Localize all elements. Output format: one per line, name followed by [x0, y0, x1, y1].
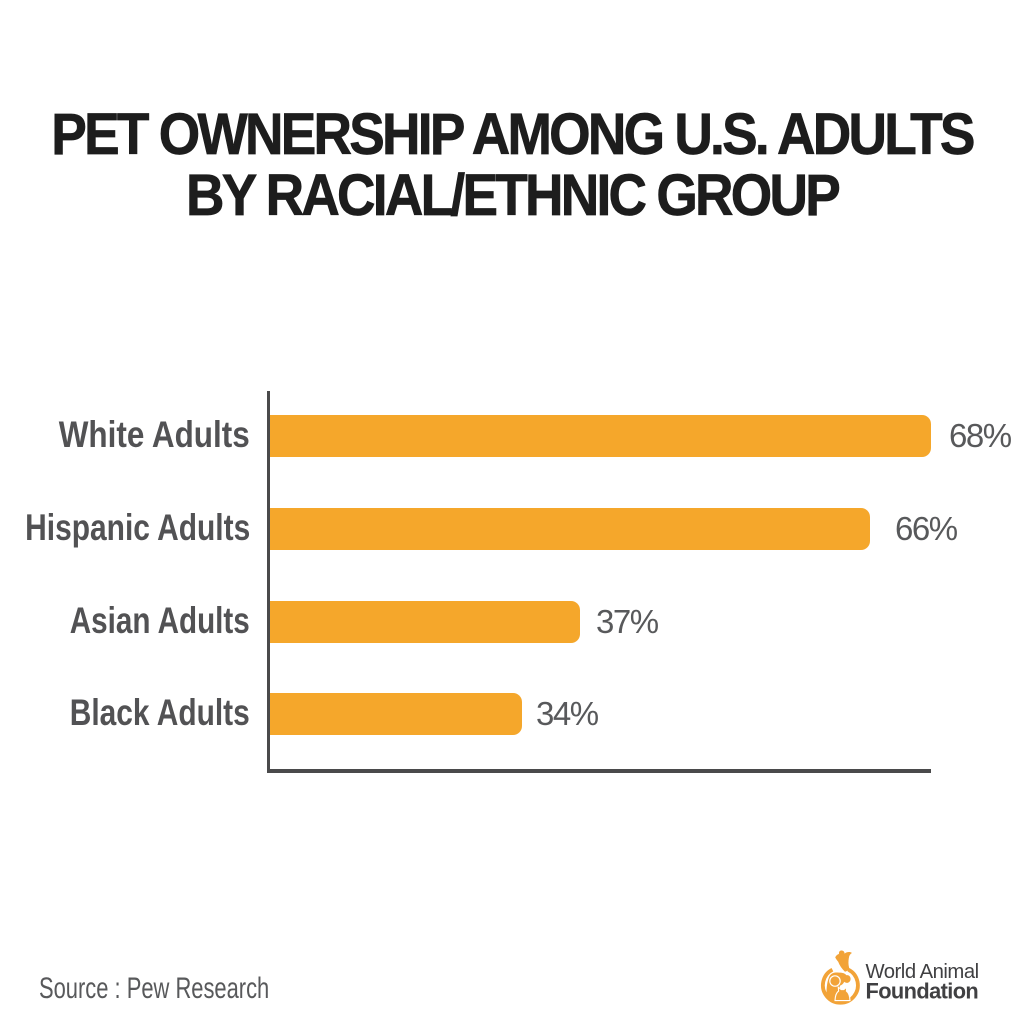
svg-text:World Animal: World Animal — [866, 961, 979, 983]
svg-text:Foundation: Foundation — [866, 979, 979, 1004]
